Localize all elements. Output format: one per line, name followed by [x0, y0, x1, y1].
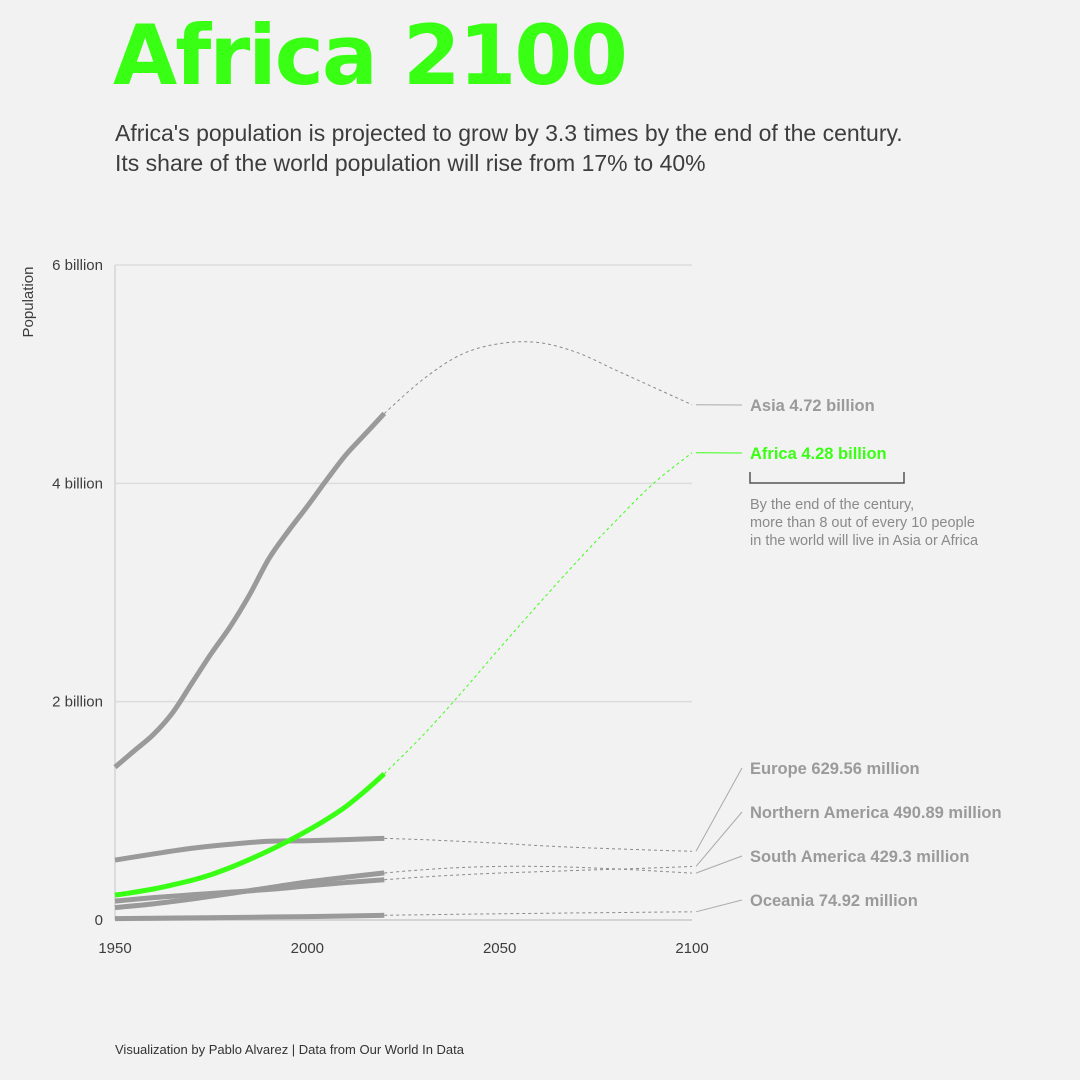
annotation-line: By the end of the century,: [750, 497, 914, 513]
annotation-line: more than 8 out of every 10 people: [750, 515, 975, 531]
series-europe-observed: [114, 835, 385, 863]
y-tick-label: 2 billion: [52, 694, 103, 711]
page-title: Africa 2100: [113, 7, 628, 104]
label-leader-lines: [695, 404, 743, 913]
series-africa-observed: [114, 771, 386, 898]
footer-credit: Visualization by Pablo Alvarez | Data fr…: [115, 1042, 465, 1057]
series-asia-projected: [383, 341, 693, 414]
series-northern-america-projected: [384, 865, 693, 881]
leader-south-america: [695, 855, 743, 874]
label-northern-america: Northern America 490.89 million: [750, 804, 1002, 822]
y-axis-ticks: 0 2 billion 4 billion 6 billion: [52, 257, 103, 929]
label-asia: Asia 4.72 billion: [750, 397, 875, 415]
series-oceania-projected: [384, 911, 693, 916]
subtitle: Africa's population is projected to grow…: [115, 118, 903, 178]
y-tick-label: 0: [95, 912, 103, 929]
x-tick-label: 2000: [291, 940, 324, 957]
label-oceania: Oceania 74.92 million: [750, 892, 918, 910]
annotation: By the end of the century, more than 8 ou…: [749, 472, 979, 549]
annotation-bracket: [749, 472, 905, 484]
y-axis-label: Population: [20, 267, 37, 338]
label-south-america: South America 429.3 million: [750, 848, 969, 866]
y-tick-label: 4 billion: [52, 475, 103, 492]
series-europe-projected: [384, 837, 693, 852]
x-tick-label: 1950: [98, 940, 131, 957]
series-south-america-projected: [384, 865, 693, 874]
leader-europe: [695, 767, 743, 852]
series-labels: Asia 4.72 billion Africa 4.28 billion Euro…: [750, 397, 1002, 910]
series-asia-observed: [113, 411, 387, 770]
grid-lines: [114, 264, 692, 921]
annotation-line: in the world will live in Asia or Africa: [750, 533, 979, 549]
series-oceania-observed: [114, 912, 385, 922]
subtitle-line-1: Africa's population is projected to grow…: [115, 120, 903, 146]
series-africa-projected: [383, 452, 693, 775]
x-tick-label: 2100: [675, 940, 708, 957]
series-lines: [113, 341, 693, 922]
label-europe: Europe 629.56 million: [750, 760, 920, 778]
subtitle-line-2: Its share of the world population will r…: [115, 150, 706, 176]
leader-northern-america: [695, 811, 743, 867]
y-tick-label: 6 billion: [52, 257, 103, 274]
label-africa: Africa 4.28 billion: [750, 445, 887, 463]
leader-oceania: [695, 899, 743, 913]
x-axis-ticks: 1950 2000 2050 2100: [98, 940, 708, 957]
series-south-america-observed: [114, 870, 385, 911]
x-tick-label: 2050: [483, 940, 516, 957]
